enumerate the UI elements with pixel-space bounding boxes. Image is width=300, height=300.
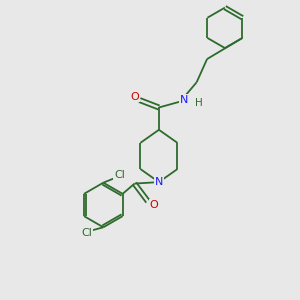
Text: Cl: Cl [82,228,92,238]
Text: N: N [180,95,188,105]
Text: H: H [195,98,202,108]
Text: O: O [149,200,158,210]
Text: N: N [155,177,163,187]
Text: O: O [131,92,140,101]
Text: Cl: Cl [114,170,125,180]
